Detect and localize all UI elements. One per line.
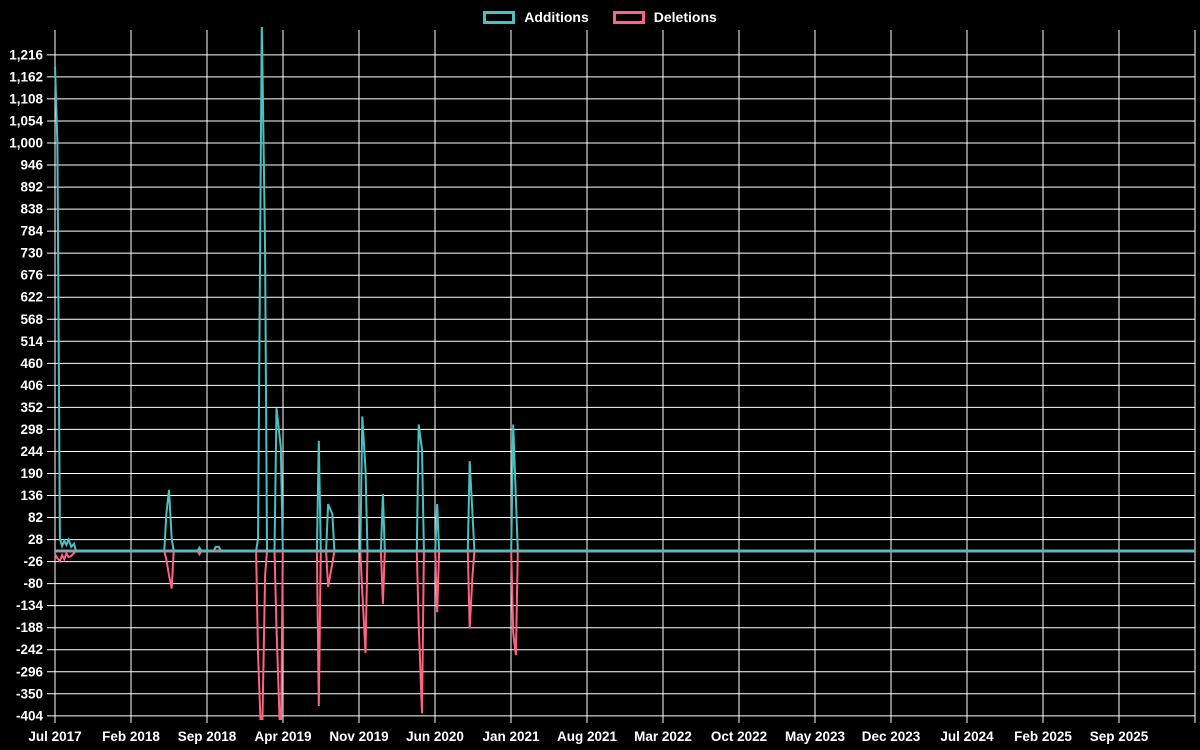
y-tick-label: -134 [16,598,44,613]
x-tick-label: Aug 2021 [557,729,618,744]
y-tick-label: 1,000 [9,136,43,151]
x-tick-label: Sep 2025 [1090,729,1149,744]
y-tick-label: -350 [16,686,43,701]
y-tick-label: 784 [20,224,43,239]
additions-swatch-icon [483,10,516,24]
x-tick-label: Nov 2019 [329,729,388,744]
y-tick-label: 28 [28,532,44,547]
y-tick-label: 1,162 [9,69,43,84]
y-tick-label: 892 [20,180,43,195]
x-tick-label: Dec 2023 [862,729,921,744]
deletions-line [54,550,1195,720]
y-tick-label: 190 [20,466,43,481]
legend-item-additions[interactable]: Additions [483,10,589,24]
y-tick-label: 946 [20,158,43,173]
y-tick-label: 244 [20,444,43,459]
y-axis-labels: 1,216 1,162 1,108 1,054 1,000 946 892 838 784 730… [9,47,43,723]
y-tick-label: 460 [20,356,43,371]
y-tick-label: -242 [16,642,43,657]
x-tick-label: Jul 2024 [940,729,994,744]
y-tick-label: 298 [20,422,43,437]
x-axis-labels: Jul 2017 Feb 2018 Sep 2018 Apr 2019 Nov 2019… [28,729,1148,744]
y-tick-label: 676 [20,268,43,283]
y-tick-label: 82 [28,510,43,525]
additions-line [54,27,1195,552]
chart-legend: Additions Deletions [0,6,1200,28]
y-tick-label: 1,054 [9,113,43,128]
y-tick-label: 406 [20,378,43,393]
x-tick-label: Jul 2017 [28,729,81,744]
y-tick-label: 1,216 [9,47,43,62]
x-tick-label: Oct 2022 [711,729,767,744]
deletions-swatch-icon [612,10,645,24]
x-tick-label: Jan 2021 [482,729,540,744]
legend-label-additions: Additions [524,9,589,25]
y-tick-label: 352 [20,400,43,415]
x-tick-label: Feb 2025 [1014,729,1072,744]
y-tick-label: 136 [20,488,43,503]
x-tick-label: Feb 2018 [102,729,160,744]
y-tick-label: 568 [20,312,43,327]
x-tick-label: May 2023 [785,729,846,744]
y-tick-label: 1,108 [9,91,43,106]
x-tick-label: Apr 2019 [254,729,311,744]
x-tick-label: Sep 2018 [178,729,237,744]
y-tick-label: 514 [20,334,43,349]
y-tick-label: 838 [20,202,43,217]
series-lines [54,27,1195,720]
legend-label-deletions: Deletions [653,9,717,25]
x-tick-label: Mar 2022 [634,729,692,744]
y-tick-label: -80 [23,576,43,591]
x-tick-label: Jun 2020 [406,729,464,744]
legend-item-deletions[interactable]: Deletions [612,9,717,25]
y-tick-label: -188 [16,620,44,635]
y-tick-label: 730 [20,246,43,261]
y-tick-label: -296 [16,664,44,679]
y-tick-label: -404 [16,708,44,723]
y-tick-label: -26 [23,554,43,569]
grid-lines [47,30,1196,723]
y-tick-label: 622 [20,290,43,305]
